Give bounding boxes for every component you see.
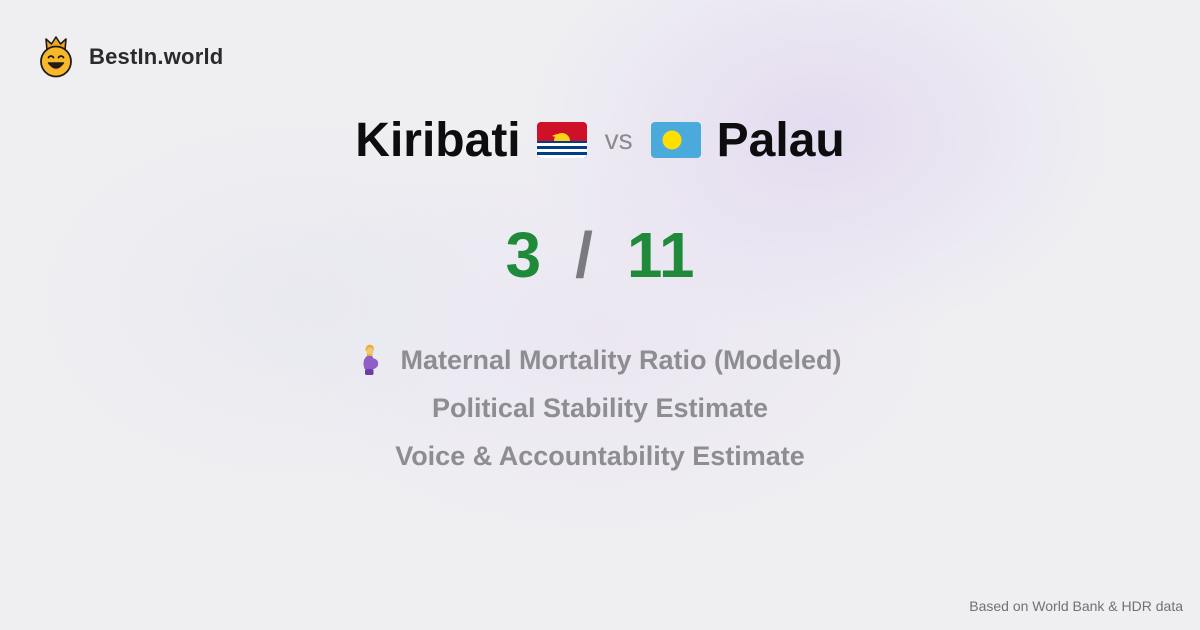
metric-item[interactable]: Maternal Mortality Ratio (Modeled) [0,336,1200,384]
smiling-crown-face-icon [40,36,72,78]
pregnant-woman-icon [363,344,379,375]
right-score: 11 [626,219,695,291]
metrics-list: Maternal Mortality Ratio (Modeled) Polit… [0,336,1200,480]
metric-label: Political Stability Estimate [431,392,769,423]
palau-flag-icon [650,122,701,158]
left-country-name[interactable]: Kiribati [355,113,521,167]
comparison-title: Kiribati vs Palau [0,108,1200,172]
score: 3 / 11 [0,218,1200,292]
vs-label: vs [604,124,633,155]
metric-item[interactable]: Political Stability Estimate [0,384,1200,432]
right-country-name[interactable]: Palau [716,113,845,167]
data-source-note: Based on World Bank & HDR data [969,598,1183,614]
brand[interactable]: BestIn.world [38,36,223,78]
score-separator: / [575,219,593,291]
left-score: 3 [505,219,542,291]
metric-label: Maternal Mortality Ratio (Modeled) [400,344,842,375]
kiribati-flag-icon [536,122,587,158]
metric-label: Voice & Accountability Estimate [395,440,805,471]
brand-name: BestIn.world [89,44,224,69]
metric-item[interactable]: Voice & Accountability Estimate [0,432,1200,480]
